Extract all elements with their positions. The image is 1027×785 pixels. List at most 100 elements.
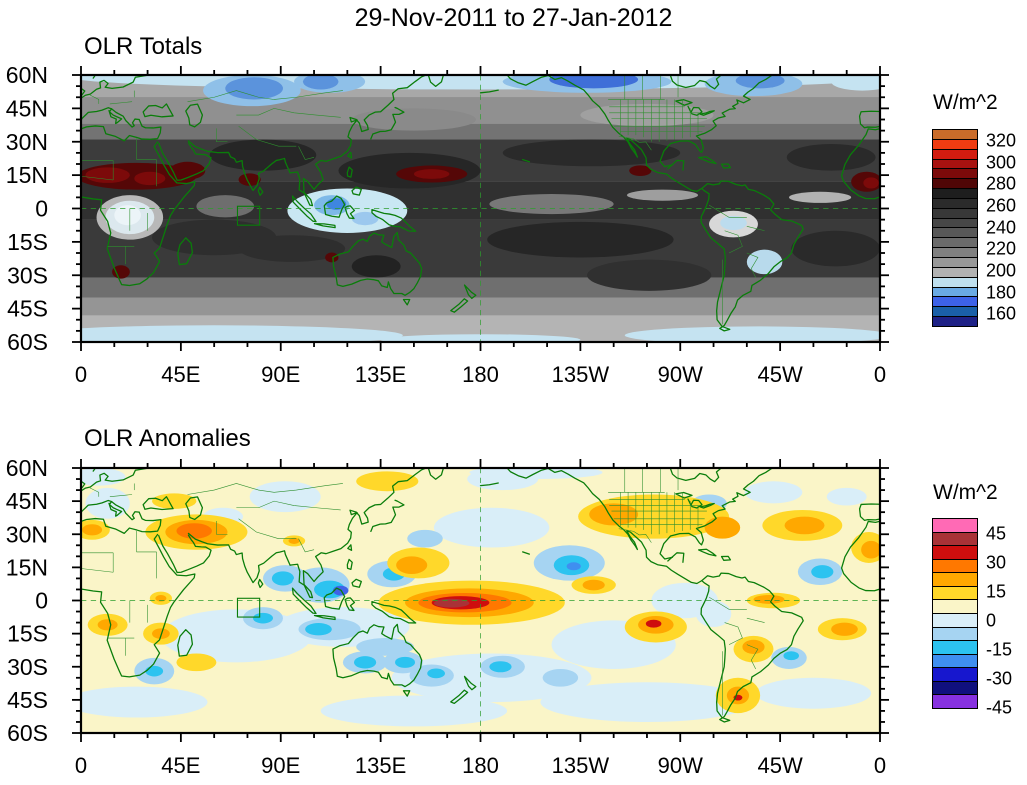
totals-colorbar-units: W/m^2 [933, 91, 998, 114]
contour-blob [305, 623, 332, 636]
contour-blob [542, 668, 579, 687]
contour-blob [582, 579, 605, 591]
x-axis-tick-label: 135W [552, 753, 610, 778]
colorbar-swatch [932, 545, 978, 560]
totals-colorbar: 320 300 280 260 240 220 200 180 160 [932, 129, 1016, 327]
colorbar-swatch [932, 572, 978, 587]
colorbar-swatch [932, 612, 978, 628]
x-axis-tick-label: 180 [462, 362, 499, 387]
contour-blob [744, 481, 803, 504]
contour-blob [351, 108, 477, 131]
colorbar-tick-label: 45 [986, 523, 1007, 544]
colorbar-swatch [932, 626, 978, 642]
colorbar-swatch [932, 558, 978, 574]
contour-blob [85, 487, 130, 519]
contour-blob [114, 205, 141, 226]
x-axis-tick-label: 135E [355, 362, 406, 387]
contour-blob [351, 255, 401, 278]
x-axis-tick-label: 0 [874, 362, 886, 387]
x-axis-tick-label: 90E [261, 362, 300, 387]
contour-blob [704, 516, 741, 539]
contour-blob [253, 612, 273, 624]
y-axis-tick-label: 30S [7, 654, 48, 680]
colorbar-swatch [932, 531, 978, 547]
x-axis-tick-label: 90E [261, 753, 300, 778]
y-axis-tick-label: 60S [7, 720, 48, 746]
colorbar-tick-label: 300 [986, 152, 1017, 173]
contour-blob [791, 230, 880, 267]
y-axis-tick-label: 0 [35, 196, 48, 222]
y-axis-tick-label: 45S [7, 687, 48, 713]
colorbar-swatch [932, 585, 978, 601]
main-title: 29-Nov-2011 to 27-Jan-2012 [354, 4, 673, 32]
y-axis-tick-label: 30N [6, 521, 48, 547]
y-axis-tick-label: 15S [7, 621, 48, 647]
contour-blob [145, 665, 164, 677]
contour-blob [134, 171, 166, 186]
x-axis-tick-label: 90W [658, 362, 703, 387]
colorbar-tick-label: -15 [986, 639, 1013, 660]
contour-blob [209, 139, 317, 171]
contour-blob [356, 471, 419, 492]
panel-title-olr-anomalies: OLR Anomalies [84, 425, 251, 452]
colorbar-swatch [932, 694, 978, 709]
contour-blob [789, 191, 852, 203]
contour-blob [831, 622, 858, 636]
contour-blob [487, 221, 674, 258]
colorbar-swatch [932, 680, 978, 696]
contour-blob [587, 259, 712, 291]
contour-blob [433, 507, 550, 548]
colorbar-swatch [932, 599, 978, 614]
contour-blob [720, 215, 747, 231]
colorbar-tick-label: 280 [986, 173, 1017, 194]
y-axis-tick-label: 60N [6, 62, 48, 88]
x-axis-tick-label: 0 [75, 753, 87, 778]
y-axis-tick-label: 15S [7, 229, 48, 255]
contour-blob [353, 656, 377, 669]
contour-blob [325, 252, 339, 263]
y-axis-tick-label: 30S [7, 262, 48, 288]
y-axis-tick-label: 15N [6, 162, 48, 188]
contour-blob [97, 619, 118, 631]
contour-blob [742, 639, 765, 654]
contour-blob [489, 661, 512, 673]
contour-blob [489, 194, 614, 215]
contour-blob [427, 668, 445, 679]
colorbar-tick-label: 260 [986, 195, 1017, 216]
colorbar-swatch [932, 518, 978, 533]
colorbar-swatch [932, 667, 978, 682]
contour-blob [249, 481, 321, 513]
contour-blob [626, 189, 699, 201]
colorbar-tick-label: -30 [986, 668, 1013, 689]
colorbar-tick-label: 160 [986, 303, 1017, 324]
contour-blob [645, 619, 662, 628]
contour-blob [783, 651, 799, 661]
contour-blob [433, 598, 470, 608]
x-axis-tick-label: 45W [758, 753, 803, 778]
contour-blob [826, 487, 867, 506]
x-axis-tick-label: 0 [874, 753, 886, 778]
contour-blob [271, 571, 295, 586]
contour-blob [176, 523, 212, 539]
y-axis-tick-label: 60S [7, 329, 48, 355]
totals-map [81, 75, 880, 342]
contour-blob [566, 562, 581, 571]
colorbar-swatch [932, 316, 978, 327]
contour-blob [407, 529, 443, 548]
contour-blob [82, 524, 103, 536]
contour-blob [152, 493, 197, 509]
contour-blob [85, 167, 130, 183]
x-axis-tick-label: 180 [462, 753, 499, 778]
y-axis-tick-label: 15N [6, 554, 48, 580]
x-axis-tick-label: 0 [75, 362, 87, 387]
contour-blob [755, 677, 872, 709]
colorbar-tick-label: 320 [986, 130, 1017, 151]
contour-blob [395, 656, 416, 668]
x-axis-tick-label: 45E [161, 753, 200, 778]
contour-blob [784, 516, 825, 535]
colorbar-tick-label: -45 [986, 697, 1013, 718]
colorbar-tick-label: 220 [986, 238, 1017, 259]
contour-blob [413, 169, 450, 179]
anomalies-colorbar-units: W/m^2 [933, 481, 998, 504]
contour-blob [786, 143, 876, 171]
